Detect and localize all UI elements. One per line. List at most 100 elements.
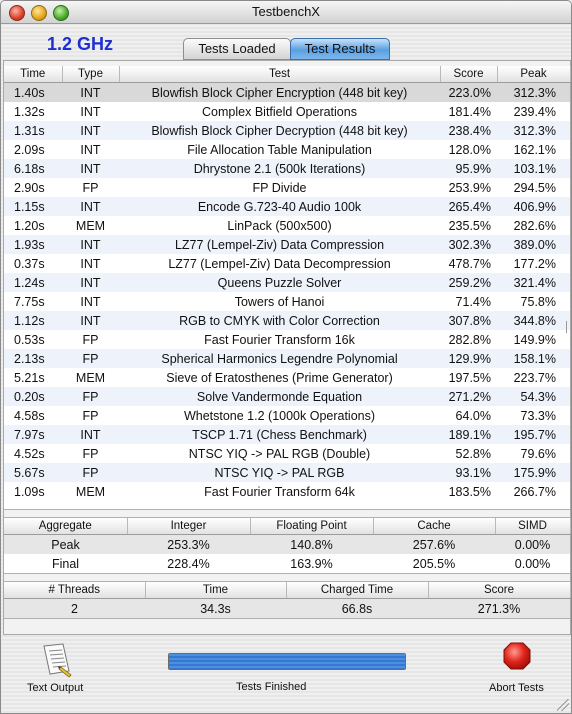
cell-test: NTSC YIQ -> PAL RGB	[119, 463, 440, 482]
test-progress-bar	[168, 653, 406, 670]
threads-table: # Threads Time Charged Time Score 2 34.3…	[4, 582, 571, 618]
cell-score: 93.1%	[440, 463, 497, 482]
resize-grip[interactable]	[557, 699, 569, 711]
cell-test: TSCP 1.71 (Chess Benchmark)	[119, 425, 440, 444]
cell-score: 64.0%	[455, 408, 491, 423]
table-row[interactable]: 1.31s INT Blowfish Block Cipher Decryption…	[4, 121, 570, 140]
table-row[interactable]: 1.32s INT Complex Bitfield Operations 181.4…	[4, 102, 570, 121]
cell-test: Whetstone 1.2 (1000k Operations)	[183, 408, 376, 423]
cell-score: 302.3%	[440, 235, 497, 254]
cell-score: 189.1%	[440, 425, 497, 444]
aggregate-cell: Final	[51, 556, 80, 571]
title-bar: TestbenchX	[1, 1, 571, 24]
cell-peak: 239.4%	[513, 104, 556, 119]
cell-time: 1.93s	[4, 235, 62, 254]
status-label: Tests Finished	[236, 681, 307, 693]
threads-charged-time-value: 66.8s	[286, 598, 428, 618]
zoom-window-button[interactable]	[53, 5, 69, 21]
results-panel: Time Type Test Score Peak 1.40s INT Blowfi…	[3, 60, 571, 635]
table-row[interactable]: 0.37s INT LZ77 (Lempel-Ziv) Data Decompres…	[4, 254, 570, 273]
table-row[interactable]: 2.90s FP FP Divide 253.9% 294.5%	[4, 178, 570, 197]
table-row[interactable]: 5.21s MEM Sieve of Eratosthenes (Prime Gen…	[4, 368, 570, 387]
cell-type: INT	[62, 273, 119, 292]
cell-type: INT	[80, 142, 101, 157]
cell-type: MEM	[75, 218, 106, 233]
cell-peak: 389.0%	[497, 235, 570, 254]
table-row[interactable]: 4.58s FP Whetstone 1.2 (1000k Operations) 6…	[4, 406, 570, 425]
cell-score: 259.2%	[440, 273, 497, 292]
cell-test: Blowfish Block Cipher Encryption (448 bi…	[119, 82, 440, 102]
table-row[interactable]: 4.52s FP NTSC YIQ -> PAL RGB (Double) 52.8%…	[4, 444, 570, 463]
cell-time: 4.52s	[14, 446, 45, 461]
cell-type: INT	[62, 425, 119, 444]
abort-tests-label[interactable]: Abort Tests	[489, 682, 544, 694]
cell-test: LZ77 (Lempel-Ziv) Data Compression	[119, 235, 440, 254]
cell-peak: 54.3%	[497, 387, 570, 406]
table-row[interactable]: 2.13s FP Spherical Harmonics Legendre Poly…	[4, 349, 570, 368]
cell-peak: 406.9%	[497, 197, 570, 216]
tab-tests-loaded[interactable]: Tests Loaded	[183, 38, 291, 60]
cell-peak: 294.5%	[513, 180, 556, 195]
aggregate-header-floating-point: Floating Point	[250, 518, 374, 535]
cell-time: 7.75s	[14, 294, 45, 309]
cell-type: MEM	[75, 370, 106, 385]
results-table: Time Type Test Score Peak 1.40s INT Blowfi…	[4, 66, 571, 501]
table-row[interactable]: 0.53s FP Fast Fourier Transform 16k 282.8% 1…	[4, 330, 570, 349]
cell-score: 128.0%	[448, 142, 491, 157]
threads-score-value: 271.3%	[428, 598, 570, 618]
cell-type: FP	[82, 446, 99, 461]
cell-type: INT	[62, 121, 119, 140]
table-row[interactable]: 5.67s FP NTSC YIQ -> PAL RGB 93.1% 175.9%	[4, 463, 570, 482]
cell-score: 181.4%	[448, 104, 491, 119]
table-row[interactable]: 1.12s INT RGB to CMYK with Color Correctio…	[4, 311, 570, 330]
table-row[interactable]: 1.15s INT Encode G.723-40 Audio 100k 265.4%…	[4, 197, 570, 216]
cell-score: 52.8%	[455, 446, 491, 461]
column-header-test[interactable]: Test	[119, 66, 441, 83]
table-row[interactable]: 1.09s MEM Fast Fourier Transform 64k 183.5%…	[4, 482, 570, 501]
table-row[interactable]: 1.93s INT LZ77 (Lempel-Ziv) Data Compressi…	[4, 235, 570, 254]
aggregate-table: Aggregate Integer Floating Point Cache S…	[4, 518, 571, 573]
table-row[interactable]: 1.24s INT Queens Puzzle Solver 259.2% 321.4%	[4, 273, 570, 292]
window-edge-notch	[566, 321, 571, 333]
table-row[interactable]: 1.40s INT Blowfish Block Cipher Encryption…	[4, 82, 570, 102]
aggregate-row-peak: Peak 253.3% 140.8% 257.6% 0.00%	[4, 534, 570, 554]
table-row[interactable]: 2.09s INT File Allocation Table Manipulati…	[4, 140, 570, 159]
cell-time: 1.12s	[4, 311, 62, 330]
cell-time: 2.09s	[14, 142, 45, 157]
stop-icon[interactable]	[503, 642, 531, 670]
table-row[interactable]: 1.20s MEM LinPack (500x500) 235.5% 282.6%	[4, 216, 570, 235]
cell-time: 7.97s	[4, 425, 62, 444]
cell-score: 307.8%	[440, 311, 497, 330]
threads-count-value: 2	[4, 598, 145, 618]
threads-row: 2 34.3s 66.8s 271.3%	[4, 598, 570, 618]
cell-time: 2.90s	[14, 180, 45, 195]
minimize-window-button[interactable]	[31, 5, 47, 21]
cell-peak: 73.3%	[520, 408, 556, 423]
cell-time: 4.58s	[14, 408, 45, 423]
cell-test: Queens Puzzle Solver	[119, 273, 440, 292]
threads-table-container: # Threads Time Charged Time Score 2 34.3…	[4, 581, 571, 619]
document-icon[interactable]	[41, 641, 73, 679]
table-row[interactable]: 7.75s INT Towers of Hanoi 71.4% 75.8%	[4, 292, 570, 311]
text-output-label[interactable]: Text Output	[27, 682, 84, 694]
aggregate-cell: 0.00%	[514, 556, 551, 571]
tab-test-results[interactable]: Test Results	[290, 38, 390, 60]
table-row[interactable]: 0.20s FP Solve Vandermonde Equation 271.2% 5…	[4, 387, 570, 406]
column-header-type[interactable]: Type	[62, 66, 120, 83]
cell-time: 1.09s	[14, 484, 45, 499]
aggregate-cell: 228.4%	[167, 556, 210, 571]
cell-type: INT	[80, 104, 101, 119]
column-header-peak[interactable]: Peak	[497, 66, 571, 83]
window-title: TestbenchX	[252, 4, 320, 19]
column-header-time[interactable]: Time	[4, 66, 63, 83]
close-window-button[interactable]	[9, 5, 25, 21]
cell-type: INT	[62, 311, 119, 330]
cell-test: Complex Bitfield Operations	[202, 104, 357, 119]
table-row[interactable]: 6.18s INT Dhrystone 2.1 (500k Iterations) 9…	[4, 159, 570, 178]
cell-test: NTSC YIQ -> PAL RGB (Double)	[188, 446, 371, 461]
table-row[interactable]: 7.97s INT TSCP 1.71 (Chess Benchmark) 189.1…	[4, 425, 570, 444]
cell-type: FP	[62, 463, 119, 482]
cell-test: Spherical Harmonics Legendre Polynomial	[119, 349, 440, 368]
column-header-score[interactable]: Score	[440, 66, 498, 83]
